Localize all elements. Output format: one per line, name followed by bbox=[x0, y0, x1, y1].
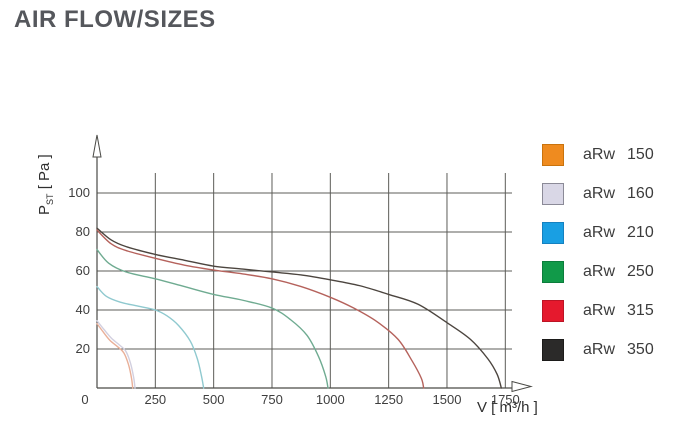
y-axis-symbol: P bbox=[36, 204, 53, 215]
y-tick-label: 80 bbox=[76, 224, 90, 239]
curve-aRw-160 bbox=[96, 320, 136, 389]
curve-aRw-210 bbox=[96, 285, 205, 389]
x-tick-label: 1000 bbox=[316, 392, 345, 407]
legend-label-350: aRw 350 bbox=[583, 340, 654, 358]
page-title: AIR FLOW/SIZES bbox=[14, 6, 216, 33]
y-axis-arrow bbox=[92, 134, 102, 158]
x-tick-label: 500 bbox=[203, 392, 225, 407]
legend-item-150: aRw 150 bbox=[542, 143, 654, 166]
legend-item-315: aRw 315 bbox=[542, 299, 654, 322]
legend-item-160: aRw 160 bbox=[542, 182, 654, 205]
legend-swatch-250 bbox=[542, 260, 564, 283]
legend-swatch-150 bbox=[542, 143, 564, 166]
y-axis-label: PST [ Pa ] bbox=[36, 105, 58, 215]
x-tick-label: 1500 bbox=[433, 392, 462, 407]
y-axis-unit: [ Pa ] bbox=[36, 154, 53, 194]
legend-label-250: aRw 250 bbox=[583, 262, 654, 280]
x-tick-label: 750 bbox=[261, 392, 283, 407]
legend-item-210: aRw 210 bbox=[542, 221, 654, 244]
curve-aRw-150 bbox=[96, 322, 134, 389]
curve-aRw-350 bbox=[96, 227, 503, 389]
legend-swatch-350 bbox=[542, 338, 564, 361]
legend-item-250: aRw 250 bbox=[542, 260, 654, 283]
legend-swatch-160 bbox=[542, 182, 564, 205]
chart-legend: aRw 150 aRw 160 aRw 210 aRw 250 aRw 315 aRw 350 bbox=[542, 143, 654, 378]
curve-aRw-315 bbox=[96, 229, 425, 389]
y-tick-label: 20 bbox=[76, 341, 90, 356]
legend-label-315: aRw 315 bbox=[583, 301, 654, 319]
legend-label-160: aRw 160 bbox=[583, 184, 654, 202]
x-tick-label: 1750 bbox=[491, 392, 520, 407]
legend-item-350: aRw 350 bbox=[542, 338, 654, 361]
x-tick-label: 0 bbox=[81, 392, 88, 407]
legend-swatch-315 bbox=[542, 299, 564, 322]
curve-aRw-250 bbox=[96, 248, 329, 389]
legend-swatch-210 bbox=[542, 221, 564, 244]
legend-label-150: aRw 150 bbox=[583, 145, 654, 163]
y-tick-label: 60 bbox=[76, 263, 90, 278]
x-axis-label: V [ m³/h ] bbox=[477, 399, 538, 416]
y-tick-label: 40 bbox=[76, 302, 90, 317]
y-tick-label: 100 bbox=[68, 185, 90, 200]
x-axis-arrow bbox=[511, 380, 533, 393]
x-tick-label: 1250 bbox=[374, 392, 403, 407]
legend-label-210: aRw 210 bbox=[583, 223, 654, 241]
x-tick-label: 250 bbox=[144, 392, 166, 407]
y-axis-subscript: ST bbox=[45, 193, 55, 205]
